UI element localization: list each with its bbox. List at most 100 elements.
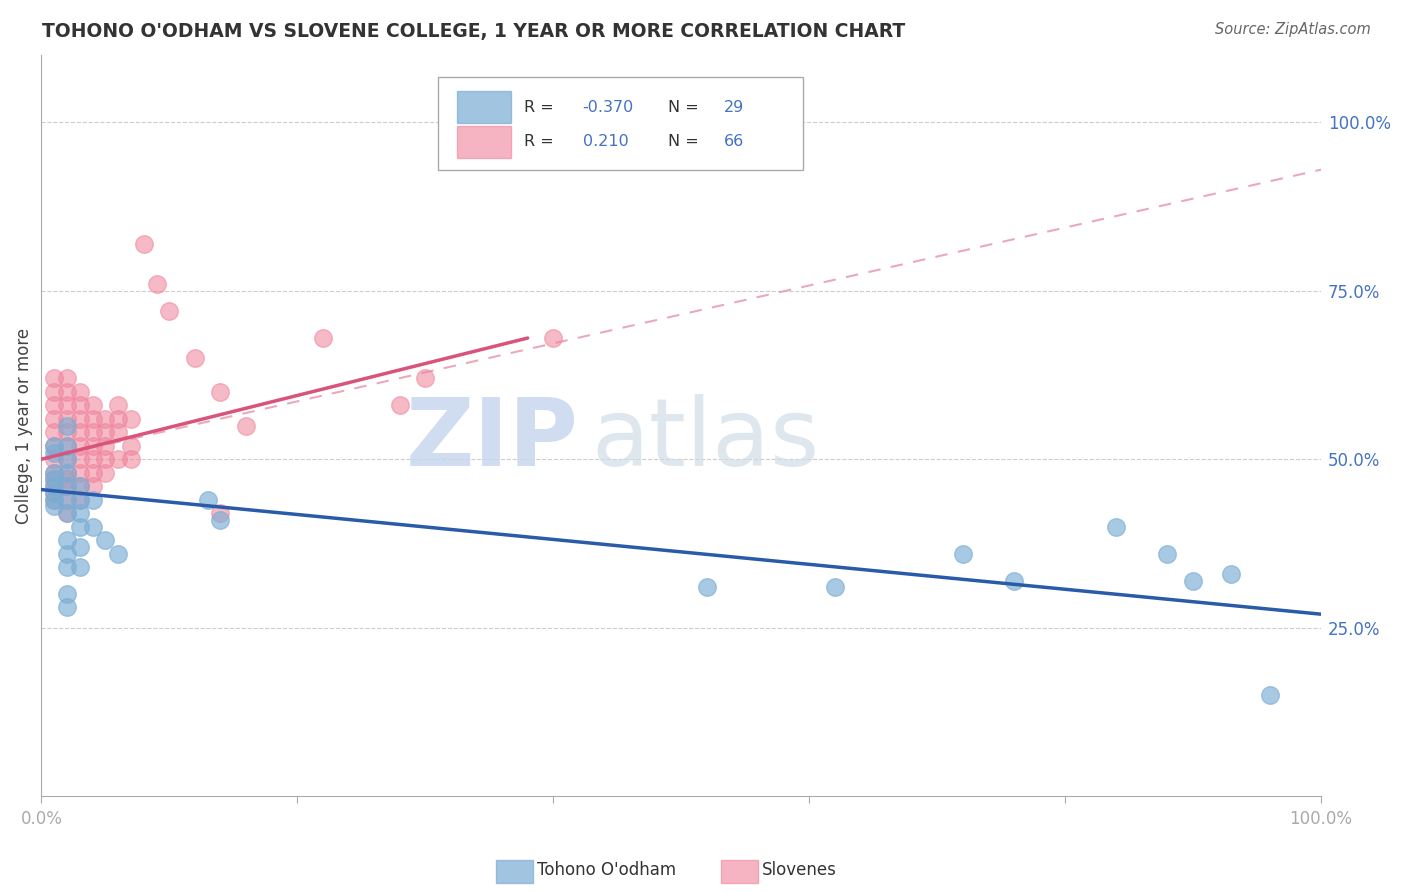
Point <box>42 371 65 385</box>
Point <box>56 452 79 467</box>
Point <box>94 452 117 467</box>
Point <box>82 492 104 507</box>
Point <box>42 439 65 453</box>
Point <box>56 371 79 385</box>
Text: TOHONO O'ODHAM VS SLOVENE COLLEGE, 1 YEAR OR MORE CORRELATION CHART: TOHONO O'ODHAM VS SLOVENE COLLEGE, 1 YEA… <box>42 22 905 41</box>
Point <box>56 466 79 480</box>
Point <box>82 466 104 480</box>
Text: Source: ZipAtlas.com: Source: ZipAtlas.com <box>1215 22 1371 37</box>
Point <box>1258 688 1281 702</box>
Point <box>120 452 142 467</box>
Point <box>56 425 79 440</box>
Point <box>132 236 155 251</box>
Text: N =: N = <box>668 100 704 114</box>
Text: 66: 66 <box>724 135 744 149</box>
Point <box>82 519 104 533</box>
Point <box>42 466 65 480</box>
Point <box>42 398 65 412</box>
Point <box>82 425 104 440</box>
Point <box>120 439 142 453</box>
Point <box>69 452 91 467</box>
Point <box>107 452 129 467</box>
Text: 29: 29 <box>724 100 744 114</box>
Point <box>42 479 65 493</box>
Point <box>209 384 232 399</box>
Point <box>56 439 79 453</box>
Point <box>56 466 79 480</box>
Y-axis label: College, 1 year or more: College, 1 year or more <box>15 327 32 524</box>
Point <box>145 277 167 292</box>
Point <box>388 398 411 412</box>
Text: atlas: atlas <box>592 394 820 486</box>
Point <box>209 506 232 520</box>
Point <box>42 500 65 514</box>
Point <box>56 479 79 493</box>
Point <box>42 384 65 399</box>
Point <box>157 304 180 318</box>
Point <box>42 479 65 493</box>
Text: 0.210: 0.210 <box>582 135 628 149</box>
Point <box>42 452 65 467</box>
Text: -0.370: -0.370 <box>582 100 634 114</box>
Point <box>312 331 335 345</box>
Point <box>56 398 79 412</box>
Point <box>42 445 65 459</box>
Point <box>1156 547 1178 561</box>
Point <box>107 398 129 412</box>
Point <box>42 466 65 480</box>
Point <box>82 452 104 467</box>
Point <box>696 580 718 594</box>
Point <box>94 466 117 480</box>
Point <box>42 492 65 507</box>
Point <box>69 466 91 480</box>
Point <box>235 418 257 433</box>
Point <box>56 492 79 507</box>
Point <box>69 479 91 493</box>
Point <box>56 418 79 433</box>
Point <box>1002 574 1025 588</box>
Point <box>107 547 129 561</box>
Point <box>94 425 117 440</box>
Point <box>42 412 65 426</box>
Text: R =: R = <box>524 135 564 149</box>
Point <box>42 473 65 487</box>
Point <box>56 533 79 547</box>
Point <box>56 452 79 467</box>
Text: Slovenes: Slovenes <box>762 861 837 879</box>
Point <box>1182 574 1205 588</box>
Point <box>56 600 79 615</box>
Point <box>56 587 79 601</box>
Text: Tohono O'odham: Tohono O'odham <box>537 861 676 879</box>
Point <box>69 425 91 440</box>
Point <box>120 412 142 426</box>
Point <box>413 371 436 385</box>
Point <box>56 473 79 487</box>
Point <box>107 412 129 426</box>
Point <box>56 492 79 507</box>
Point <box>82 439 104 453</box>
Point <box>94 533 117 547</box>
Point <box>56 384 79 399</box>
FancyBboxPatch shape <box>457 91 510 123</box>
Point <box>69 560 91 574</box>
Point <box>69 540 91 554</box>
Point <box>56 439 79 453</box>
Point <box>107 425 129 440</box>
Point <box>82 412 104 426</box>
Point <box>209 513 232 527</box>
Point <box>69 492 91 507</box>
Point <box>1105 519 1128 533</box>
Point <box>197 492 219 507</box>
Text: R =: R = <box>524 100 558 114</box>
Point <box>69 519 91 533</box>
FancyBboxPatch shape <box>439 78 803 170</box>
Point <box>56 560 79 574</box>
Point <box>56 412 79 426</box>
Point <box>82 398 104 412</box>
Point <box>82 479 104 493</box>
Point <box>69 412 91 426</box>
FancyBboxPatch shape <box>457 126 510 158</box>
Point <box>56 506 79 520</box>
Point <box>69 384 91 399</box>
Point <box>94 439 117 453</box>
